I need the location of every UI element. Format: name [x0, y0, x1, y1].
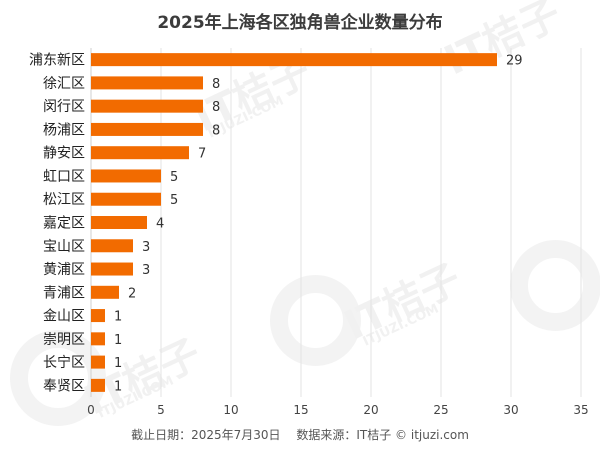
y-category-label: 崇明区	[43, 332, 85, 348]
bar	[91, 122, 203, 136]
bar	[91, 355, 105, 369]
x-tick-label: 30	[503, 403, 518, 417]
x-tick-label: 5	[157, 403, 165, 417]
footer-date: 截止日期：2025年7月30日	[131, 428, 281, 442]
data-label: 5	[170, 193, 178, 208]
bar	[91, 262, 133, 276]
y-category-label: 宝山区	[43, 239, 85, 255]
y-category-label: 松江区	[43, 192, 85, 208]
bar	[91, 76, 203, 90]
data-label: 2	[128, 286, 136, 301]
data-label: 7	[198, 147, 206, 162]
y-category-label: 闵行区	[43, 99, 85, 115]
y-category-label: 青浦区	[43, 285, 85, 301]
x-tick-label: 35	[573, 403, 588, 417]
bar	[91, 169, 161, 183]
y-category-label: 静安区	[43, 146, 85, 162]
bar	[91, 285, 119, 299]
data-label: 1	[114, 379, 122, 394]
y-category-label: 嘉定区	[43, 216, 85, 232]
data-label: 5	[170, 170, 178, 185]
data-label: 29	[506, 54, 523, 69]
y-category-label: 杨浦区	[43, 122, 85, 138]
data-label: 8	[212, 123, 220, 138]
data-label: 3	[142, 240, 150, 255]
data-label: 1	[114, 333, 122, 348]
bar	[91, 332, 105, 346]
data-label: 3	[142, 263, 150, 278]
x-tick-label: 25	[433, 403, 448, 417]
bar	[91, 192, 161, 206]
y-category-label: 浦东新区	[29, 53, 85, 69]
chart-title: 2025年上海各区独角兽企业数量分布	[157, 13, 443, 33]
data-label: 8	[212, 77, 220, 92]
bar	[91, 146, 189, 160]
data-label: 1	[114, 356, 122, 371]
bar	[91, 53, 497, 67]
y-category-label: 徐汇区	[43, 76, 85, 92]
data-label: 4	[156, 217, 164, 232]
bar	[91, 309, 105, 323]
bar	[91, 216, 147, 229]
bar	[91, 99, 203, 113]
chart-footer: 截止日期：2025年7月30日 数据来源：IT桔子 © itjuzi.com	[0, 426, 600, 443]
x-tick-label: 0	[87, 403, 95, 417]
x-tick-label: 10	[223, 403, 238, 417]
y-category-label: 奉贤区	[43, 378, 85, 394]
data-label: 1	[114, 310, 122, 325]
y-category-label: 长宁区	[43, 354, 85, 371]
y-category-label: 虹口区	[43, 169, 85, 185]
bar	[91, 239, 133, 253]
footer-source: 数据来源：IT桔子 © itjuzi.com	[296, 428, 469, 442]
x-tick-label: 15	[293, 403, 308, 417]
x-tick-label: 20	[363, 403, 378, 417]
y-category-label: 黄浦区	[43, 261, 85, 278]
bar	[91, 378, 105, 392]
data-label: 8	[212, 100, 220, 115]
y-category-label: 金山区	[43, 309, 85, 325]
